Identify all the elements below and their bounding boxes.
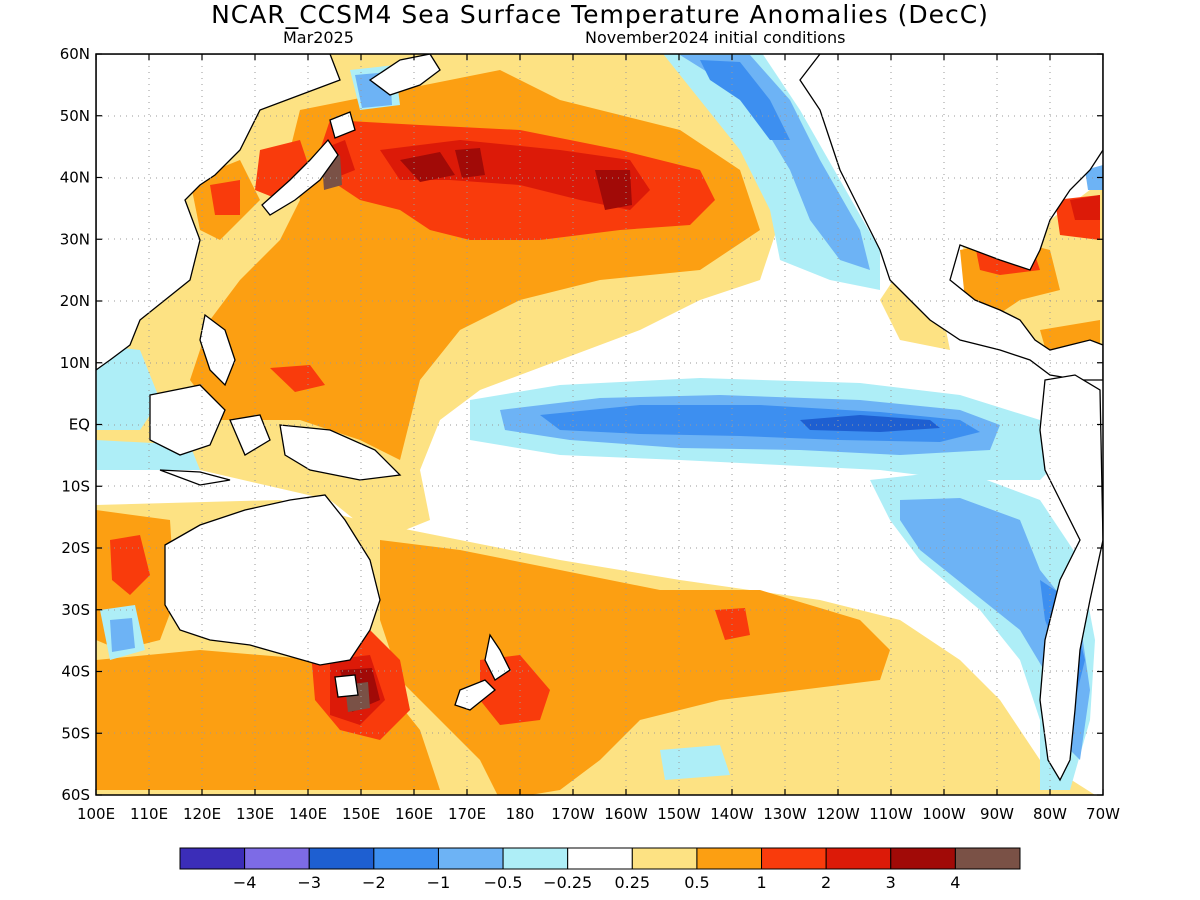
colorbar-swatch [437, 847, 504, 870]
lat-tick-label: 10N [60, 354, 90, 372]
axis-ticks [95, 53, 1104, 796]
anomaly-field [96, 54, 1103, 795]
colorbar-swatch [954, 847, 1021, 870]
colorbar [179, 847, 1021, 870]
lon-tick-label: 150W [657, 805, 701, 823]
land-masses [96, 54, 1103, 782]
lon-tick-label: 100W [922, 805, 966, 823]
colorbar-label: 1 [756, 873, 766, 892]
lon-tick-label: 130E [236, 805, 274, 823]
colorbar-label: −3 [297, 873, 321, 892]
lat-tick-label: EQ [69, 416, 90, 434]
colorbar-swatch [890, 847, 956, 870]
init-conditions-label: November2024 initial conditions [585, 28, 846, 47]
lat-tick-label: 40S [61, 663, 90, 681]
colorbar-label: 0.5 [684, 873, 709, 892]
lon-tick-label: 80W [1033, 805, 1067, 823]
colorbar-swatch [244, 847, 310, 870]
colorbar-label: −1 [427, 873, 451, 892]
lat-tick-label: 20N [60, 292, 90, 310]
lon-tick-label: 180 [506, 805, 535, 823]
colorbar-label: 2 [821, 873, 831, 892]
colorbar-label: −0.5 [484, 873, 523, 892]
lon-tick-label: 160W [604, 805, 648, 823]
lon-tick-label: 130W [763, 805, 807, 823]
colorbar-label: −0.25 [543, 873, 592, 892]
lat-tick-label: 10S [61, 477, 90, 495]
colorbar-swatch [631, 847, 698, 870]
colorbar-label: 4 [950, 873, 960, 892]
colorbar-label: 3 [886, 873, 896, 892]
lat-axis: 60N 50N 40N 30N 20N 10N EQ 10S 20S 30S 40S 50S 60S [60, 45, 90, 804]
lon-tick-label: 140W [710, 805, 754, 823]
lat-tick-label: 60S [61, 786, 90, 804]
lat-tick-label: 60N [60, 45, 90, 63]
lat-tick-label: 30N [60, 230, 90, 248]
lon-tick-label: 170W [551, 805, 595, 823]
colorbar-labels: −4 −3 −2 −1 −0.5 −0.25 0.25 0.5 1 2 3 4 [233, 873, 961, 892]
colorbar-swatch [825, 847, 892, 870]
colorbar-swatch [502, 847, 569, 870]
lat-tick-label: 30S [61, 601, 90, 619]
colorbar-swatch [373, 847, 439, 870]
lon-tick-label: 110E [130, 805, 168, 823]
lat-tick-label: 20S [61, 539, 90, 557]
lon-tick-label: 110W [869, 805, 913, 823]
lon-tick-label: 140E [289, 805, 327, 823]
lon-tick-label: 70W [1086, 805, 1120, 823]
valid-month-label: Mar2025 [283, 28, 354, 47]
colorbar-swatch [567, 847, 633, 870]
colorbar-swatch [761, 847, 827, 870]
lat-tick-label: 40N [60, 169, 90, 187]
lon-tick-label: 170E [448, 805, 486, 823]
colorbar-label: 0.25 [614, 873, 650, 892]
lon-tick-label: 90W [980, 805, 1014, 823]
lon-tick-label: 120E [183, 805, 221, 823]
colorbar-label: −2 [362, 873, 386, 892]
anomaly-neg-2-3 [800, 415, 940, 432]
lon-tick-label: 160E [395, 805, 433, 823]
lon-tick-label: 100E [77, 805, 115, 823]
colorbar-label: −4 [233, 873, 257, 892]
lat-tick-label: 50N [60, 107, 90, 125]
colorbar-swatch [696, 847, 763, 870]
colorbar-swatch [308, 847, 375, 870]
colorbar-swatch [179, 847, 246, 870]
lat-tick-label: 50S [61, 724, 90, 742]
lon-tick-label: 150E [342, 805, 380, 823]
lon-axis: 100E 110E 120E 130E 140E 150E 160E 170E 180 170W 1… [77, 805, 1120, 823]
lon-tick-label: 120W [816, 805, 860, 823]
map-title: NCAR_CCSM4 Sea Surface Temperature Anoma… [211, 0, 989, 29]
